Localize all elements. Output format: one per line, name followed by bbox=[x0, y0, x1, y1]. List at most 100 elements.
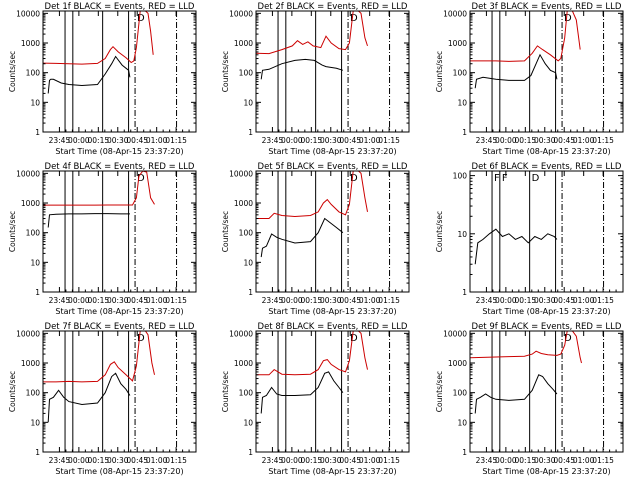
y-tick-label: 1000 bbox=[21, 359, 40, 368]
y-axis-label: Counts/sec bbox=[435, 211, 444, 252]
plot-frame bbox=[469, 330, 624, 453]
y-tick-label: 1000 bbox=[234, 359, 253, 368]
marker-letter: D bbox=[564, 333, 572, 344]
x-tick-label: 01:00 bbox=[359, 296, 381, 305]
data-series-1 bbox=[474, 374, 558, 414]
x-tick-label: 00:45 bbox=[126, 456, 148, 465]
y-tick-label: 10 bbox=[30, 98, 40, 107]
x-tick-label: 00:45 bbox=[339, 136, 361, 145]
y-tick-label: 10 bbox=[457, 98, 467, 107]
y-tick-label: 10 bbox=[30, 418, 40, 427]
plot-frame bbox=[255, 170, 410, 293]
x-tick-label: 00:00 bbox=[495, 296, 517, 305]
x-tick-label: 23:45 bbox=[476, 296, 498, 305]
y-axis-label: Counts/sec bbox=[435, 371, 444, 412]
x-tick-label: 01:15 bbox=[165, 456, 187, 465]
y-tick-label: 10 bbox=[243, 418, 253, 427]
data-series-1 bbox=[47, 55, 131, 94]
y-tick-label: 100 bbox=[239, 69, 254, 78]
data-series-2 bbox=[470, 331, 582, 364]
x-tick-label: 00:45 bbox=[553, 136, 575, 145]
chart-title: Det 4f BLACK = Events, RED = LLD bbox=[45, 162, 195, 172]
chart-title: Det 9f BLACK = Events, RED = LLD bbox=[472, 322, 622, 332]
x-tick-label: 00:30 bbox=[534, 136, 556, 145]
y-tick-label: 1000 bbox=[234, 39, 253, 48]
y-tick-label: 1 bbox=[35, 448, 40, 457]
y-tick-label: 10000 bbox=[16, 169, 40, 178]
x-tick-label: 01:15 bbox=[165, 136, 187, 145]
x-tick-label: 01:00 bbox=[146, 136, 168, 145]
marker-letter: D bbox=[137, 173, 145, 184]
y-axis-label: Counts/sec bbox=[435, 51, 444, 92]
plot-frame bbox=[469, 170, 624, 293]
y-tick-label: 10000 bbox=[443, 329, 467, 338]
marker-letter: F bbox=[502, 173, 508, 184]
x-axis-label: Start Time (08-Apr-15 23:37:20) bbox=[482, 307, 610, 316]
x-tick-label: 00:45 bbox=[339, 456, 361, 465]
x-tick-label: 23:45 bbox=[49, 456, 71, 465]
x-axis-label: Start Time (08-Apr-15 23:37:20) bbox=[482, 147, 610, 156]
y-tick-label: 1 bbox=[462, 128, 467, 137]
plot-frame bbox=[255, 10, 410, 133]
data-series-1 bbox=[47, 213, 130, 228]
x-tick-label: 01:15 bbox=[592, 296, 614, 305]
chart-title: Det 7f BLACK = Events, RED = LLD bbox=[45, 322, 195, 332]
x-tick-label: 00:15 bbox=[301, 136, 323, 145]
marker-letter: D bbox=[564, 13, 572, 24]
x-axis-label: Start Time (08-Apr-15 23:37:20) bbox=[55, 307, 183, 316]
x-tick-label: 00:45 bbox=[339, 296, 361, 305]
y-tick-label: 1000 bbox=[448, 359, 467, 368]
data-series-2 bbox=[43, 171, 155, 206]
x-tick-label: 00:30 bbox=[320, 456, 342, 465]
chart-title: Det 8f BLACK = Events, RED = LLD bbox=[258, 322, 408, 332]
y-tick-label: 10000 bbox=[443, 9, 467, 18]
y-axis-label: Counts/sec bbox=[8, 371, 17, 412]
x-tick-label: 00:00 bbox=[281, 296, 303, 305]
x-tick-label: 00:30 bbox=[107, 136, 129, 145]
y-tick-label: 100 bbox=[453, 172, 468, 181]
x-tick-label: 23:45 bbox=[49, 136, 71, 145]
data-series-2 bbox=[256, 11, 368, 55]
x-tick-label: 23:45 bbox=[476, 136, 498, 145]
x-tick-label: 00:00 bbox=[68, 456, 90, 465]
x-tick-label: 01:15 bbox=[592, 136, 614, 145]
x-tick-label: 00:30 bbox=[107, 296, 129, 305]
x-tick-label: 01:00 bbox=[573, 136, 595, 145]
y-tick-label: 1 bbox=[248, 448, 253, 457]
y-tick-label: 10 bbox=[30, 258, 40, 267]
y-tick-label: 100 bbox=[26, 69, 41, 78]
x-tick-label: 00:00 bbox=[281, 136, 303, 145]
chart-title: Det 5f BLACK = Events, RED = LLD bbox=[258, 162, 408, 172]
y-tick-label: 1 bbox=[35, 288, 40, 297]
x-tick-label: 00:45 bbox=[126, 136, 148, 145]
x-tick-label: 00:15 bbox=[515, 456, 537, 465]
x-tick-label: 00:30 bbox=[107, 456, 129, 465]
x-tick-label: 00:15 bbox=[88, 456, 110, 465]
x-axis-label: Start Time (08-Apr-15 23:37:20) bbox=[55, 147, 183, 156]
y-tick-label: 1 bbox=[462, 448, 467, 457]
x-tick-label: 00:45 bbox=[126, 296, 148, 305]
y-tick-label: 10 bbox=[243, 98, 253, 107]
x-tick-label: 00:15 bbox=[301, 296, 323, 305]
y-tick-label: 10000 bbox=[229, 169, 253, 178]
x-tick-label: 01:00 bbox=[359, 136, 381, 145]
y-tick-label: 1 bbox=[248, 128, 253, 137]
x-tick-label: 23:45 bbox=[476, 456, 498, 465]
data-series-2 bbox=[470, 11, 581, 62]
y-axis-label: Counts/sec bbox=[221, 51, 230, 92]
plot-frame bbox=[42, 170, 197, 293]
plot-frame bbox=[255, 330, 410, 453]
y-tick-label: 10000 bbox=[16, 329, 40, 338]
x-tick-label: 00:00 bbox=[68, 136, 90, 145]
data-series-1 bbox=[474, 53, 558, 89]
y-tick-label: 1000 bbox=[448, 39, 467, 48]
chart-title: Det 2f BLACK = Events, RED = LLD bbox=[258, 2, 408, 12]
x-tick-label: 00:00 bbox=[495, 456, 517, 465]
marker-letter: D bbox=[350, 333, 358, 344]
marker-letter: D bbox=[350, 13, 358, 24]
x-axis-label: Start Time (08-Apr-15 23:37:20) bbox=[482, 467, 610, 476]
